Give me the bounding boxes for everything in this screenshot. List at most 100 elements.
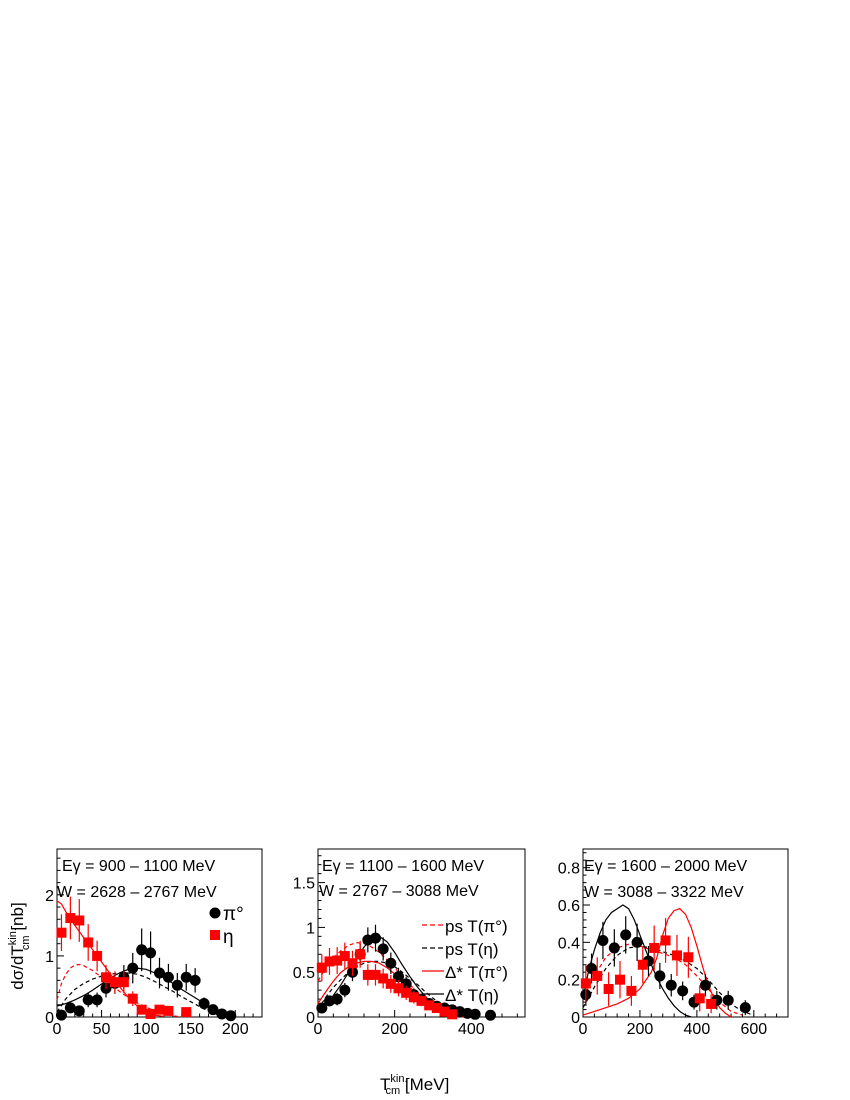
legend-ps-pi0-label: ps T(π°) — [445, 917, 508, 936]
data-point-pi0 — [485, 1009, 496, 1021]
data-point-pi0 — [64, 1002, 76, 1014]
data-point-eta — [416, 995, 427, 1006]
x-tick-label: 600 — [740, 1021, 767, 1038]
data-point-eta — [370, 969, 381, 980]
data-point-pi0 — [198, 998, 210, 1010]
x-tick-label: 200 — [627, 1021, 654, 1038]
data-point-eta — [355, 949, 366, 960]
data-point-eta — [101, 972, 112, 983]
data-point-pi0 — [82, 994, 94, 1006]
panel-2-subtitle: W = 2767 – 3088 MeV — [319, 883, 479, 900]
y-tick-label: 0 — [45, 1010, 54, 1027]
data-point-eta — [324, 956, 335, 967]
data-point-eta — [339, 951, 350, 962]
legend-eta-marker — [210, 930, 220, 940]
panel-2: 0 200 400 0 0.5 1 1.5 Eγ = 1100 – 1600 MeV W =… — [293, 848, 526, 1038]
x-tick-label: 200 — [381, 1021, 408, 1038]
curve-ps-red — [582, 943, 743, 1016]
data-point-eta — [163, 1005, 174, 1016]
panel-2-plot: 0 200 400 0 0.5 1 1.5 — [293, 848, 526, 1038]
x-tick-label: 0 — [579, 1021, 588, 1038]
y-tick-label: 0.2 — [558, 973, 580, 990]
legend-eta-label: η — [223, 927, 234, 948]
curve-ps-black — [56, 972, 227, 1017]
data-point-pi0 — [597, 934, 609, 946]
x-tick-label: 150 — [177, 1021, 204, 1038]
panel-1: 0 50 100 150 200 0 1 2 Eγ = 900 – 1100 MeV W = … — [45, 848, 263, 1038]
data-point-pi0 — [677, 985, 689, 997]
data-point-eta — [637, 959, 648, 970]
x-tick-label: 0 — [314, 1021, 323, 1038]
x-tick-label: 100 — [133, 1021, 160, 1038]
data-point-eta — [56, 927, 67, 938]
data-point-eta — [145, 1008, 156, 1019]
data-point-pi0 — [171, 979, 183, 991]
data-point-eta — [660, 935, 671, 946]
data-point-pi0 — [189, 974, 201, 986]
legend-pi0-label: π° — [223, 904, 244, 925]
data-point-eta — [74, 915, 85, 926]
y-tick-label: 0.4 — [558, 935, 580, 952]
data-point-eta — [447, 1009, 458, 1020]
data-point-pi0 — [91, 994, 103, 1006]
data-point-pi0 — [469, 1008, 481, 1020]
data-point-eta — [118, 977, 129, 988]
plot-frame — [317, 848, 526, 1018]
panel-1-subtitle: W = 2628 – 2767 MeV — [57, 884, 217, 901]
legend-2: ps T(π°) ps T(η) Δ* T(π°) Δ* T(η) — [422, 917, 508, 1005]
data-point-pi0 — [216, 1008, 228, 1020]
data-point-eta — [439, 1006, 450, 1017]
y-tick-label: 0.5 — [293, 965, 315, 982]
data-point-pi0 — [145, 947, 157, 959]
x-tick-label: 400 — [684, 1021, 711, 1038]
x-tick-label: 400 — [458, 1021, 485, 1038]
y-tick-label: 1 — [45, 949, 54, 966]
data-point-eta — [694, 993, 705, 1004]
data-point-eta — [378, 973, 389, 984]
legend-1: π° η — [209, 904, 244, 948]
data-point-eta — [332, 955, 343, 966]
data-point-eta — [316, 962, 327, 973]
data-point-pi0 — [162, 971, 174, 983]
y-tick-label: 2 — [45, 888, 54, 905]
data-point-pi0 — [154, 967, 165, 979]
data-point-eta — [127, 993, 138, 1004]
data-point-eta — [603, 984, 614, 994]
panel-3-subtitle: W = 3088 – 3322 MeV — [584, 884, 744, 901]
data-point-pi0 — [55, 1009, 67, 1021]
data-point-eta — [393, 983, 404, 994]
data-point-pi0 — [370, 932, 381, 944]
data-point-eta — [615, 974, 626, 985]
data-point-eta — [408, 992, 419, 1003]
y-axis-label: dσ/dTkin.cm [nb] — [7, 902, 32, 989]
data-point-pi0 — [385, 957, 397, 969]
data-point-eta — [65, 913, 76, 924]
data-point-eta — [592, 970, 603, 981]
panel-3-title: Eγ = 1600 – 2000 MeV — [584, 858, 748, 875]
data-point-pi0 — [339, 984, 351, 996]
y-tick-label: 1 — [306, 920, 315, 937]
data-point-pi0 — [180, 971, 192, 983]
legend-pi0-marker — [209, 907, 221, 919]
y-tick-label: 0 — [306, 1010, 315, 1027]
x-axis-label: Tkin. cm [MeV] — [380, 1073, 449, 1097]
data-point-eta — [109, 977, 120, 988]
panel-1-plot: 0 50 100 150 200 0 1 2 — [45, 848, 263, 1038]
data-point-pi0 — [207, 1004, 219, 1016]
data-point-pi0 — [608, 942, 620, 954]
data-point-pi0 — [136, 944, 148, 956]
legend-delta-pi0-label: Δ* T(π°) — [445, 963, 508, 982]
y-tick-label: 0.6 — [558, 898, 580, 915]
data-point-eta — [424, 1000, 435, 1011]
data-point-eta — [431, 1003, 442, 1014]
panel-3: 0 200 400 600 0 0.2 0.4 0.6 0.8 Eγ = 1600 – 2000… — [558, 848, 789, 1038]
data-point-pi0 — [377, 943, 389, 955]
data-point-eta — [706, 998, 717, 1009]
data-point-pi0 — [73, 1005, 85, 1017]
data-point-eta — [580, 978, 591, 989]
data-point-pi0 — [699, 979, 711, 991]
data-point-eta — [83, 937, 94, 948]
data-point-pi0 — [654, 970, 666, 982]
curve-delta-red — [582, 908, 732, 1018]
